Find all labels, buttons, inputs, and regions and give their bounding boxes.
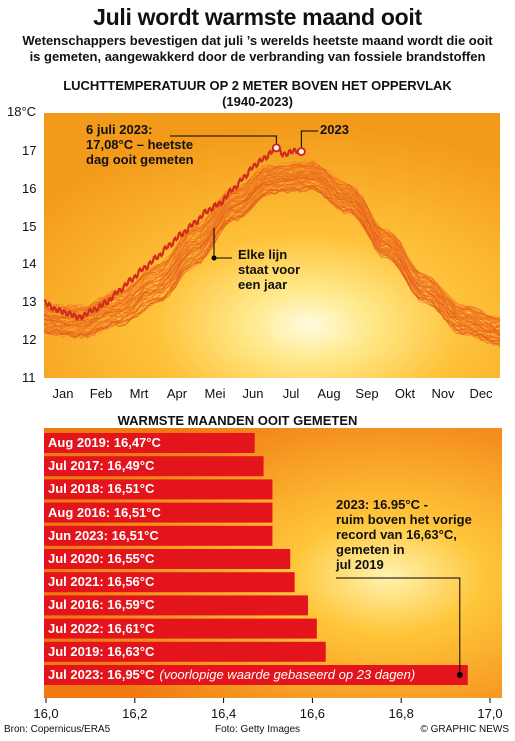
- bar-label: Jul 2023: 16,95°C (voorlopige waarde geba…: [48, 665, 415, 685]
- bar-chart-title: WARMSTE MAANDEN OOIT GEMETEN: [117, 413, 358, 428]
- bar-x-tick-label: 17,0: [477, 706, 503, 721]
- series-2023-line: [43, 144, 303, 321]
- bar: [44, 665, 468, 685]
- bar-category: Jul 2021: 16,56°C: [48, 574, 155, 590]
- bar: [44, 618, 317, 639]
- y-tick-label: 14: [22, 256, 37, 272]
- bar-x-tick-label: 16,4: [210, 706, 237, 721]
- bar: [44, 595, 308, 616]
- y-tick-label: 11: [22, 370, 36, 385]
- source-credit: Bron: Copernicus/ERA5: [4, 724, 111, 735]
- x-tick-label: Jul: [282, 386, 300, 401]
- year-line: [43, 169, 501, 330]
- record-day-leader: [170, 135, 277, 144]
- bar-category: Jul 2023: 16,95°C: [48, 667, 155, 682]
- year-line: [43, 184, 501, 346]
- x-tick-label: Jun: [242, 386, 264, 401]
- year-line: [43, 183, 501, 342]
- year-line: [43, 166, 501, 326]
- y-unit-label: 18°C: [7, 104, 37, 119]
- x-tick-label: Sep: [355, 386, 379, 401]
- bar: [44, 502, 273, 523]
- bar-label: Aug 2016: 16,51°C: [48, 503, 161, 523]
- x-tick-label: Feb: [89, 386, 113, 401]
- bar-category: Jul 2019: 16,63°C: [48, 643, 155, 659]
- bar-label: Jul 2016: 16,59°C: [48, 595, 154, 615]
- record-day-annotation: 6 juli 2023: 17,08°C – heetste dag ooit …: [86, 122, 194, 167]
- year-line: [43, 163, 501, 324]
- bar: [44, 479, 273, 500]
- bar-category: Aug 2016: 16,51°C: [48, 504, 161, 520]
- year-line: [43, 177, 501, 336]
- bar: [44, 641, 326, 662]
- year-2023-end-marker: [296, 147, 306, 157]
- bar-category: Jul 2022: 16,61°C: [48, 620, 155, 636]
- x-tick-label: Jan: [52, 386, 74, 401]
- y-tick-label: 15: [22, 218, 37, 234]
- year-line: [43, 177, 501, 337]
- yearly-lines-band: [43, 159, 501, 347]
- bar-category: Aug 2019: 16,47°C: [48, 435, 161, 450]
- bar-x-tick-label: 16,2: [122, 706, 148, 721]
- year-2023-leader: [300, 130, 318, 148]
- x-tick-label: Apr: [166, 386, 188, 401]
- bar-label: Jul 2020: 16,55°C: [48, 549, 154, 569]
- bar-category: Jul 2018: 16,51°C: [48, 481, 155, 497]
- record-day-marker: [271, 143, 281, 153]
- year-2023-label: 2023: [320, 122, 349, 137]
- y-tick-label: 16: [22, 180, 37, 196]
- bar-label: Jul 2017: 16,49°C: [48, 456, 154, 476]
- bar: [44, 549, 291, 569]
- page-title: Juli wordt warmste maand ooit: [93, 4, 422, 30]
- bar: [44, 456, 264, 477]
- year-line: [43, 161, 501, 321]
- record-2023-annotation: 2023: 16.95°C - ruim boven het vorige re…: [336, 497, 472, 572]
- bar-x-tick-label: 16,8: [388, 706, 414, 721]
- each-line-annotation: Elke lijn staat voor een jaar: [238, 247, 301, 292]
- each-line-dot: [211, 255, 217, 261]
- x-tick-label: Aug: [317, 386, 341, 401]
- record-2023-leader: [336, 577, 461, 675]
- y-tick-label: 12: [22, 332, 37, 348]
- bar-category: Jul 2020: 16,55°C: [48, 551, 155, 566]
- graphic-news-credit: © GRAPHIC NEWS: [420, 724, 510, 735]
- bar-x-tick-label: 16,6: [299, 706, 326, 721]
- subtitle-line-1: Wetenschappers bevestigen dat juli ’s we…: [22, 33, 493, 48]
- year-line: [43, 180, 501, 338]
- bar: [44, 525, 273, 546]
- y-tick-label: 17: [22, 142, 37, 158]
- bar-label: Jul 2021: 16,56°C: [48, 572, 154, 592]
- line-chart-subtitle: (1940-2023): [222, 94, 293, 109]
- bar-note: (voorlopige waarde gebaseerd op 23 dagen…: [159, 667, 416, 682]
- bar-category: Jun 2023: 16,51°C: [48, 527, 159, 543]
- bar: [44, 433, 255, 453]
- bar: [44, 572, 295, 593]
- bar-label: Jul 2019: 16,63°C: [48, 642, 154, 662]
- year-line: [43, 183, 501, 342]
- x-tick-label: Dec: [469, 386, 493, 401]
- year-line: [44, 171, 501, 333]
- line-chart-background: [44, 113, 500, 378]
- bar-x-tick-label: 16,0: [33, 706, 59, 721]
- record-2023-marker: [456, 672, 463, 678]
- photo-credit: Foto: Getty Images: [214, 724, 301, 735]
- x-tick-label: Nov: [431, 386, 455, 401]
- year-line: [43, 186, 501, 343]
- year-line: [43, 161, 501, 321]
- bar-label: Jul 2018: 16,51°C: [48, 479, 154, 499]
- y-tick-label: 13: [22, 294, 37, 310]
- x-tick-label: Okt: [394, 386, 416, 401]
- bar-category: Jul 2017: 16,49°C: [48, 458, 155, 474]
- year-line: [43, 170, 501, 326]
- x-tick-label: Mrt: [129, 386, 149, 401]
- bar-label: Jul 2022: 16,61°C: [48, 619, 154, 639]
- year-line: [43, 165, 501, 323]
- line-chart-title: LUCHTTEMPERATUUR OP 2 METER BOVEN HET OP…: [63, 78, 452, 93]
- subtitle-line-2: is gemeten, aangewakkerd door de verbran…: [29, 49, 486, 64]
- bar-category: Jul 2016: 16,59°C: [48, 597, 155, 613]
- x-tick-label: Mei: [204, 386, 226, 401]
- bar-label: Jun 2023: 16,51°C: [48, 526, 159, 546]
- bar-label: Aug 2019: 16,47°C: [48, 433, 161, 453]
